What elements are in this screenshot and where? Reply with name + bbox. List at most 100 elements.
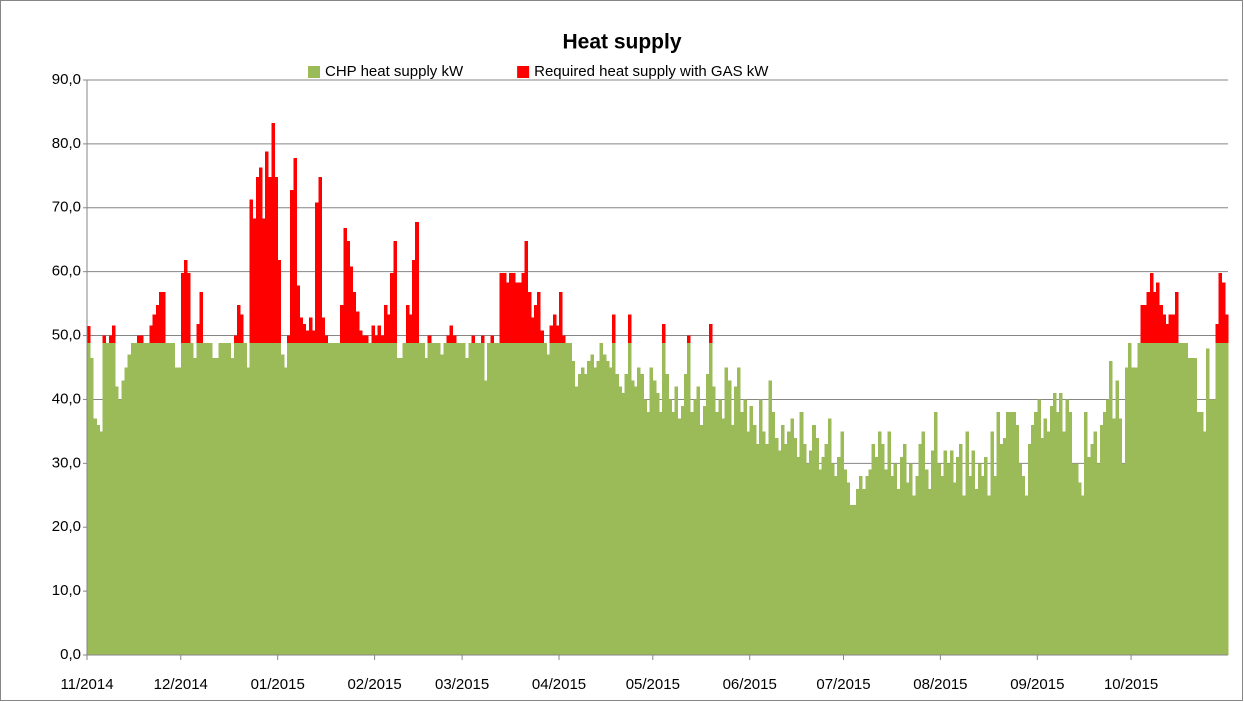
bar-segment <box>330 343 335 655</box>
bar-segment <box>1171 314 1176 344</box>
bar-segment <box>405 304 410 344</box>
bar-segment <box>252 218 257 344</box>
bar-segment <box>1215 343 1220 655</box>
bar-segment <box>499 343 504 655</box>
x-tick-label: 07/2015 <box>816 676 870 693</box>
bar-segment <box>584 373 588 655</box>
bar-segment <box>174 367 179 655</box>
bar-segment <box>987 495 991 655</box>
legend-swatch <box>308 66 320 78</box>
bar-segment <box>480 335 485 344</box>
bar-segment <box>224 343 229 655</box>
bar-segment <box>315 343 319 655</box>
bar-segment <box>709 343 713 655</box>
bar-segment <box>977 463 982 655</box>
bar-segment <box>568 343 572 655</box>
bar-segment <box>374 343 379 655</box>
bar-segment <box>90 357 94 655</box>
bar-segment <box>355 311 360 344</box>
bar-segment <box>1099 425 1104 655</box>
bar-segment <box>140 343 144 655</box>
bar-segment <box>1206 348 1210 655</box>
x-tick-label: 05/2015 <box>626 676 680 693</box>
bar-segment <box>155 304 160 344</box>
bar-segment <box>552 314 557 344</box>
bar-segment <box>852 504 857 655</box>
bar-segment <box>112 325 116 344</box>
bar-segment <box>627 343 632 655</box>
bar-segment <box>862 488 866 655</box>
bar-segment <box>655 393 660 655</box>
bar-segment <box>834 476 838 655</box>
bar-segment <box>640 373 644 655</box>
bar-segment <box>490 335 494 344</box>
bar-segment <box>387 314 391 344</box>
bar-segment <box>1012 412 1016 655</box>
bar-segment <box>380 343 385 655</box>
bar-segment <box>990 431 994 655</box>
bar-segment <box>299 317 304 344</box>
bar-segment <box>493 343 497 655</box>
bar-segment <box>727 380 732 655</box>
bar-segment <box>1149 343 1154 655</box>
bar-segment <box>1143 304 1148 344</box>
bar-segment <box>974 488 979 655</box>
bar-segment <box>1190 357 1195 655</box>
bar-segment <box>527 292 532 344</box>
bar-segment <box>124 367 129 655</box>
bar-segment <box>509 343 513 655</box>
bar-segment <box>402 343 407 655</box>
bar-segment <box>474 343 479 655</box>
bar-segment <box>680 405 685 655</box>
bar-segment <box>371 343 375 655</box>
bar-segment <box>196 343 200 655</box>
bar-segment <box>1149 272 1154 344</box>
bar-segment <box>912 495 916 655</box>
bar-segment <box>793 437 798 655</box>
bar-segment <box>874 456 879 655</box>
bar-segment <box>559 292 563 344</box>
bar-segment <box>249 199 254 344</box>
bar-segment <box>1018 463 1023 655</box>
bar-segment <box>237 304 241 344</box>
bar-segment <box>646 412 651 655</box>
bar-segment <box>715 412 719 655</box>
bar-segment <box>93 418 97 655</box>
bar-segment <box>1118 418 1123 655</box>
bar-segment <box>730 425 735 655</box>
bar-segment <box>552 343 557 655</box>
bar-segment <box>155 343 160 655</box>
bar-segment <box>921 431 926 655</box>
bar-segment <box>377 325 382 344</box>
bar-segment <box>133 343 138 655</box>
bar-segment <box>312 330 316 344</box>
x-tick-label: 10/2015 <box>1104 676 1158 693</box>
bar-segment <box>805 463 810 655</box>
bar-segment <box>490 343 494 655</box>
bar-segment <box>521 272 526 344</box>
bar-segment <box>1137 343 1141 655</box>
bar-segment <box>333 343 338 655</box>
bar-segment <box>837 456 841 655</box>
bar-segment <box>534 343 538 655</box>
bar-segment <box>271 343 275 655</box>
bar-segment <box>449 325 454 344</box>
bar-segment <box>471 343 476 655</box>
bar-segment <box>352 343 357 655</box>
bar-segment <box>1159 343 1163 655</box>
bar-segment <box>237 343 241 655</box>
bar-segment <box>712 386 716 655</box>
bar-segment <box>599 343 604 655</box>
bar-segment <box>984 456 988 655</box>
bar-segment <box>1065 399 1069 655</box>
bars <box>87 122 1229 655</box>
bar-segment <box>383 343 388 655</box>
bar-segment <box>677 418 682 655</box>
bar-segment <box>624 373 629 655</box>
bar-segment <box>227 343 232 655</box>
bar-segment <box>1159 304 1163 344</box>
bar-segment <box>1124 367 1129 655</box>
bar-segment <box>1077 482 1082 655</box>
bar-segment <box>780 425 785 655</box>
